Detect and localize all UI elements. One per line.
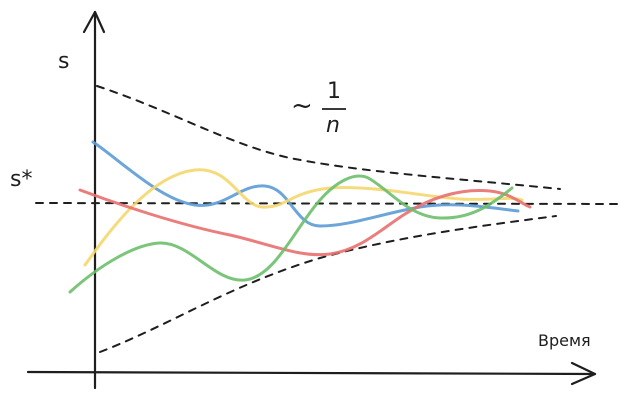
x-axis-label: Время	[538, 331, 591, 350]
rate-label: ~ 1 n	[291, 79, 346, 138]
green-curve	[68, 174, 514, 294]
target-line	[35, 202, 623, 205]
red-curve	[78, 188, 532, 257]
target-label: s*	[10, 167, 32, 192]
y-axis-label: s	[58, 49, 69, 74]
y-axis-arrowhead	[82, 10, 106, 34]
rate-denominator: n	[326, 113, 340, 138]
yellow-curve	[83, 168, 524, 267]
x-axis-arrowhead	[570, 361, 597, 386]
rate-tilde: ~	[291, 91, 313, 121]
x-axis	[26, 370, 597, 376]
upper-bound-curve	[96, 85, 561, 190]
rate-numerator: 1	[327, 79, 341, 104]
blue-curve	[91, 140, 520, 228]
lower-bound-curve	[99, 215, 557, 353]
